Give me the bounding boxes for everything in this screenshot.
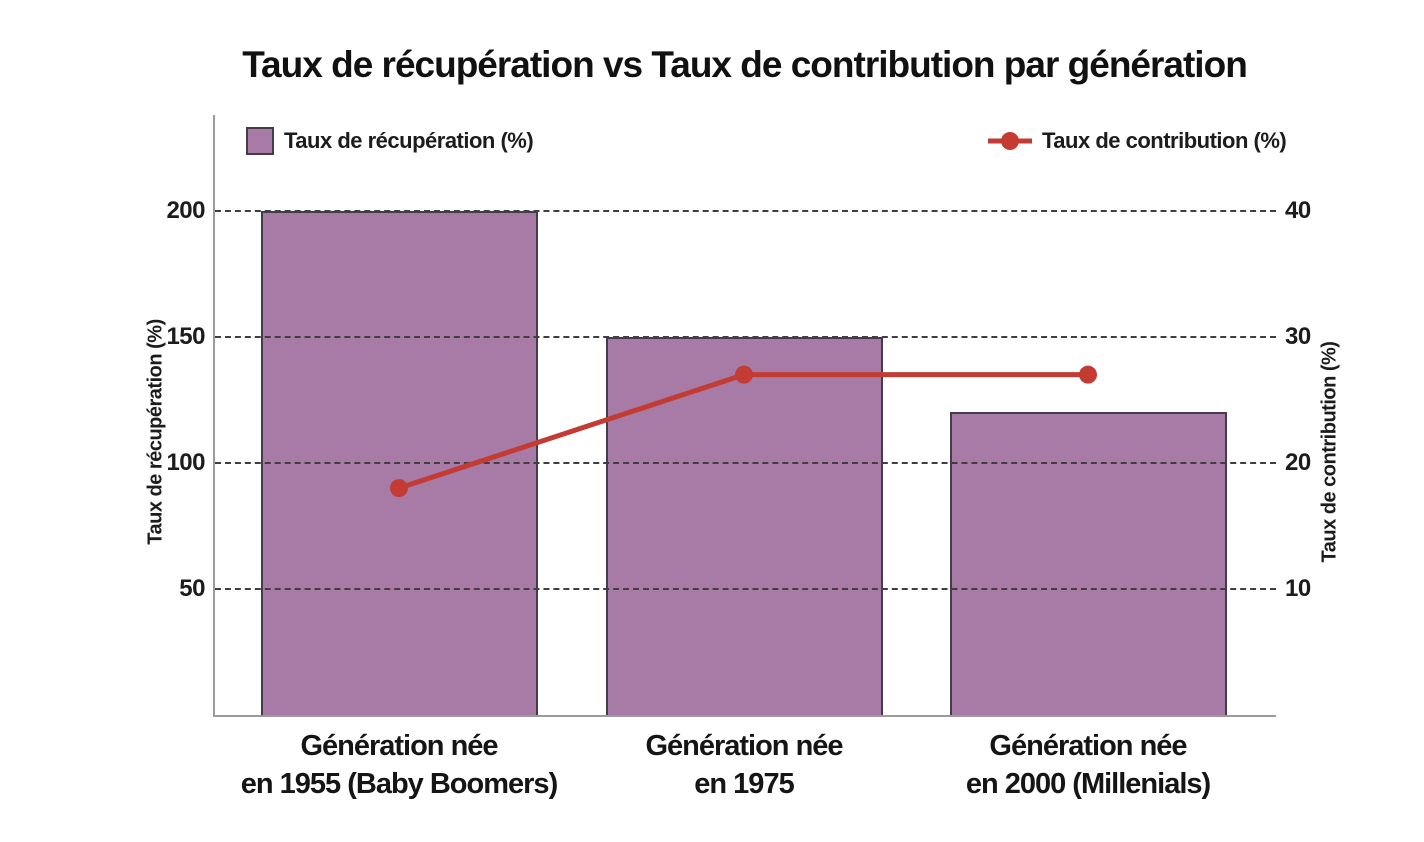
contribution-line-layer	[390, 365, 1097, 498]
legend-item-contribution: Taux de contribution (%)	[988, 126, 1287, 156]
legend-label-contribution: Taux de contribution (%)	[1042, 128, 1287, 153]
left-tick-150: 150	[166, 322, 205, 350]
left-axis-title: Taux de récupération (%)	[144, 319, 167, 545]
left-tick-200: 200	[166, 196, 205, 224]
right-tick-20: 20	[1285, 448, 1311, 476]
gridline-100	[215, 461, 1276, 464]
x-label-2: Génération née en 2000 (Millenials)	[965, 730, 1211, 800]
right-tick-10: 10	[1285, 574, 1311, 602]
left-tick-100: 100	[166, 448, 205, 476]
line-point-2	[1079, 365, 1097, 384]
contribution-line	[398, 372, 1088, 491]
gridline-200	[215, 209, 1276, 212]
right-tick-30: 30	[1285, 322, 1311, 350]
gridline-150	[215, 335, 1276, 338]
right-tick-40: 40	[1285, 196, 1311, 224]
legend-label-recuperation: Taux de récupération (%)	[284, 128, 534, 153]
left-tick-50: 50	[179, 574, 205, 602]
legend-item-recuperation: Taux de récupération (%)	[246, 126, 534, 156]
line-point-0	[390, 479, 408, 498]
chart-title: Taux de récupération vs Taux de contribu…	[242, 44, 1248, 85]
x-label-1: Génération née en 1975	[645, 730, 843, 800]
right-axis-title: Taux de contribution (%)	[1318, 341, 1341, 563]
x-label-0: Génération née en 1955 (Baby Boomers)	[240, 730, 558, 800]
gridline-50	[215, 587, 1276, 590]
bar-1	[605, 336, 883, 715]
line-point-1	[735, 365, 753, 384]
line-marker-icon	[988, 132, 1032, 150]
bar-swatch-icon	[246, 127, 274, 155]
plot-area: 200 40 150 30 100 20 50 10 Génération née en 1955…	[166, 115, 1311, 800]
